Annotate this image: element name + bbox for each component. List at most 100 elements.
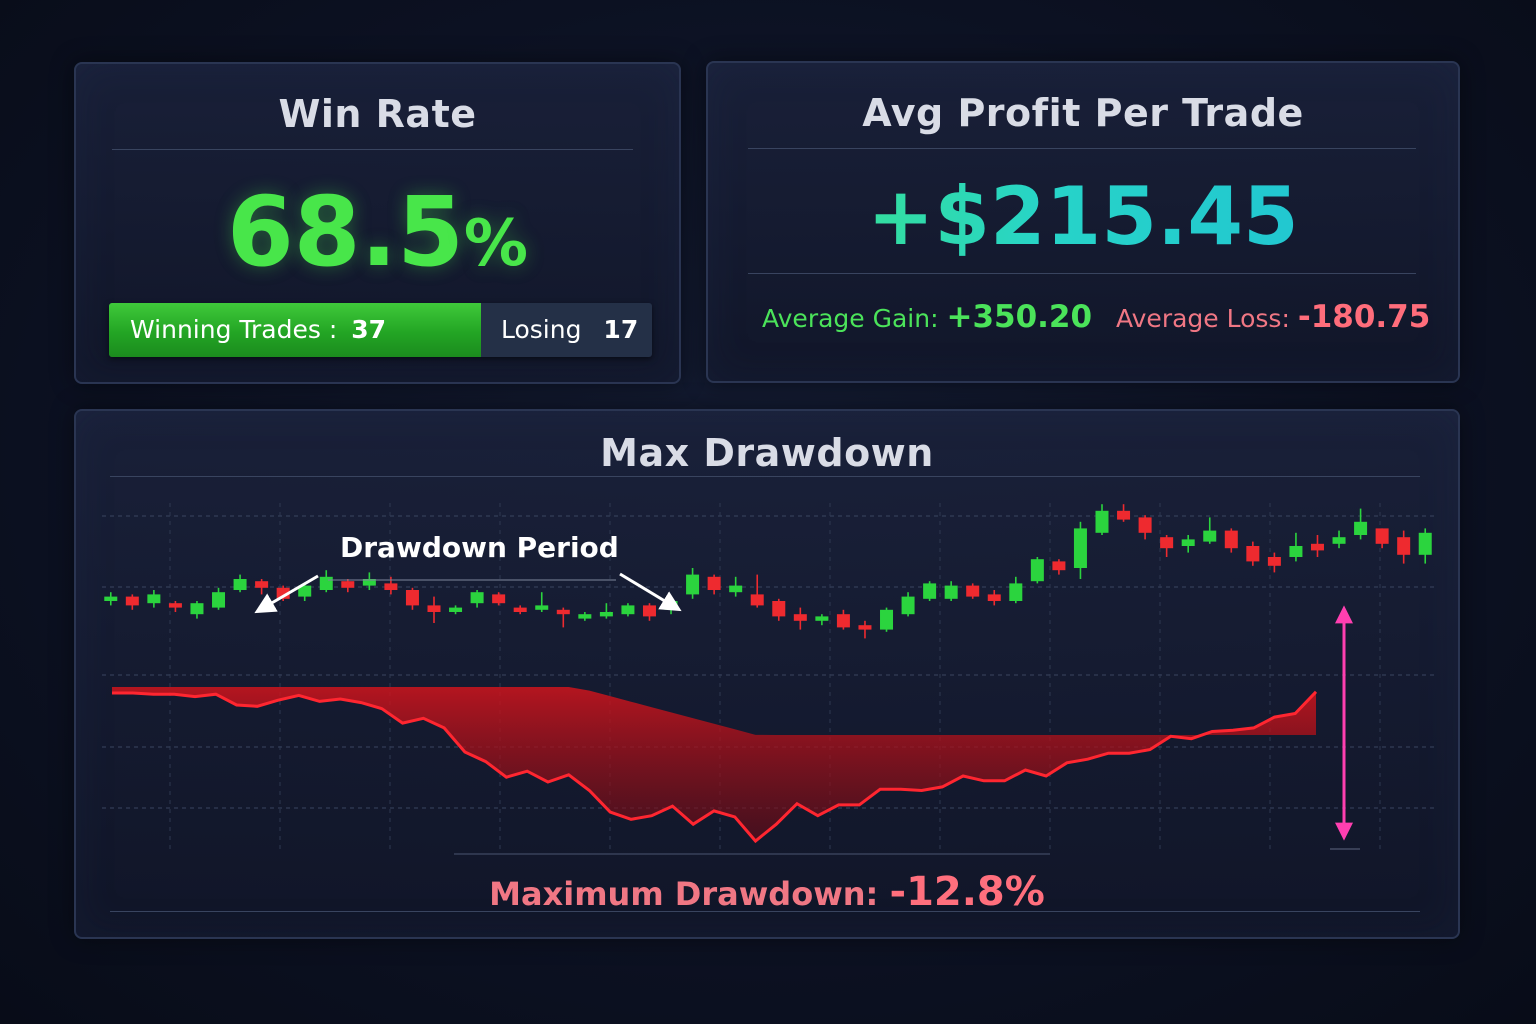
candle-body bbox=[1310, 543, 1324, 551]
candle-down bbox=[427, 596, 441, 623]
candle-down bbox=[1224, 528, 1238, 553]
average-loss-label: Average Loss: bbox=[1116, 304, 1290, 333]
candle-down bbox=[168, 601, 182, 612]
candle-up bbox=[815, 614, 829, 626]
candle-body bbox=[1375, 528, 1389, 544]
average-loss: Average Loss: -180.75 bbox=[1116, 299, 1430, 335]
candle-body bbox=[1138, 517, 1152, 533]
candle-body bbox=[750, 594, 764, 606]
candle-body bbox=[276, 587, 290, 599]
candle-body bbox=[362, 579, 376, 586]
candle-down bbox=[966, 583, 980, 599]
candle-body bbox=[513, 607, 527, 612]
candle-up bbox=[1095, 504, 1109, 535]
candle-body bbox=[1009, 583, 1023, 601]
candle-up bbox=[1203, 517, 1217, 544]
candle-body bbox=[470, 592, 484, 604]
candle-body bbox=[556, 609, 570, 615]
candle-body bbox=[1117, 510, 1131, 520]
candle-body bbox=[384, 583, 398, 590]
candle-down bbox=[405, 587, 419, 610]
candle-down bbox=[556, 607, 570, 628]
candle-up bbox=[535, 592, 549, 612]
candle-down bbox=[1160, 535, 1174, 557]
maximum-drawdown: Maximum Drawdown: -12.8% bbox=[76, 869, 1458, 915]
average-loss-value: -180.75 bbox=[1297, 299, 1431, 335]
candle-body bbox=[858, 625, 872, 630]
drawdown-divider-top bbox=[110, 476, 1420, 477]
winning-trades-fill bbox=[109, 303, 482, 357]
candle-up bbox=[1009, 576, 1023, 604]
candle-body bbox=[535, 605, 549, 610]
candle-up bbox=[944, 581, 958, 601]
average-gain-label: Average Gain: bbox=[762, 304, 939, 333]
candle-body bbox=[1073, 528, 1087, 568]
candle-down bbox=[642, 603, 656, 621]
candle-body bbox=[923, 583, 937, 599]
candle-up bbox=[212, 587, 226, 610]
candle-up bbox=[729, 576, 743, 597]
candle-down bbox=[513, 605, 527, 615]
candle-up bbox=[147, 590, 161, 608]
candle-body bbox=[1354, 521, 1368, 535]
candle-up bbox=[686, 568, 700, 599]
candle-down bbox=[707, 574, 721, 595]
losing-trades-count: 17 bbox=[603, 315, 639, 344]
candle-body bbox=[125, 596, 139, 606]
win-rate-number: 68.5 bbox=[227, 176, 464, 288]
drawdown-panel: Max Drawdown Drawdown Period Maximum Dra… bbox=[74, 409, 1460, 939]
losing-trades-text: Losing bbox=[501, 315, 582, 344]
candles bbox=[104, 504, 1432, 639]
candle-body bbox=[901, 596, 915, 615]
drawdown-period-callout: Drawdown Period bbox=[340, 531, 619, 564]
candle-body bbox=[729, 585, 743, 593]
candle-body bbox=[772, 601, 786, 617]
candle-down bbox=[1267, 552, 1281, 573]
win-rate-divider bbox=[112, 149, 633, 150]
candle-down bbox=[276, 585, 290, 601]
candle-up bbox=[599, 603, 613, 619]
candle-body bbox=[147, 594, 161, 604]
losing-trades-label: Losing 17 bbox=[501, 303, 638, 357]
candle-up bbox=[1289, 532, 1303, 562]
candle-body bbox=[1203, 530, 1217, 542]
candle-up bbox=[190, 601, 204, 619]
avg-profit-divider-bottom bbox=[748, 273, 1416, 274]
candle-down bbox=[1246, 541, 1260, 566]
candle-body bbox=[836, 614, 850, 628]
win-loss-bar: Winning Trades : 37 Losing 17 bbox=[109, 303, 652, 357]
avg-profit-divider-top bbox=[748, 148, 1416, 149]
candle-down bbox=[125, 594, 139, 610]
candle-body bbox=[341, 581, 355, 588]
candle-body bbox=[1397, 537, 1411, 555]
drawdown-divider-bottom bbox=[110, 911, 1420, 912]
candle-up bbox=[1354, 508, 1368, 540]
winning-trades-text: Winning Trades : bbox=[130, 315, 338, 344]
candle-up bbox=[449, 605, 463, 615]
candle-body bbox=[1160, 537, 1174, 549]
candle-up bbox=[1181, 535, 1195, 553]
candle-body bbox=[427, 605, 441, 612]
candle-body bbox=[1181, 539, 1195, 546]
candle-body bbox=[168, 603, 182, 608]
candle-body bbox=[815, 616, 829, 621]
candle-up bbox=[621, 603, 635, 617]
candle-body bbox=[233, 579, 247, 590]
candle-body bbox=[880, 609, 894, 630]
candle-body bbox=[212, 592, 226, 608]
candle-down bbox=[836, 609, 850, 630]
winning-trades-count: 37 bbox=[351, 315, 387, 344]
drawdown-curve bbox=[112, 690, 1318, 844]
candle-up bbox=[1418, 528, 1432, 564]
candle-down bbox=[793, 607, 807, 630]
maximum-drawdown-value: -12.8% bbox=[889, 869, 1045, 915]
candle-body bbox=[966, 585, 980, 597]
candle-body bbox=[190, 603, 204, 615]
candle-body bbox=[1418, 532, 1432, 555]
candle-up bbox=[319, 570, 333, 593]
callout-arrow-right bbox=[619, 572, 682, 612]
candle-body bbox=[319, 576, 333, 590]
candle-up bbox=[1332, 530, 1346, 549]
candle-down bbox=[492, 592, 506, 606]
candle-up bbox=[362, 572, 376, 590]
